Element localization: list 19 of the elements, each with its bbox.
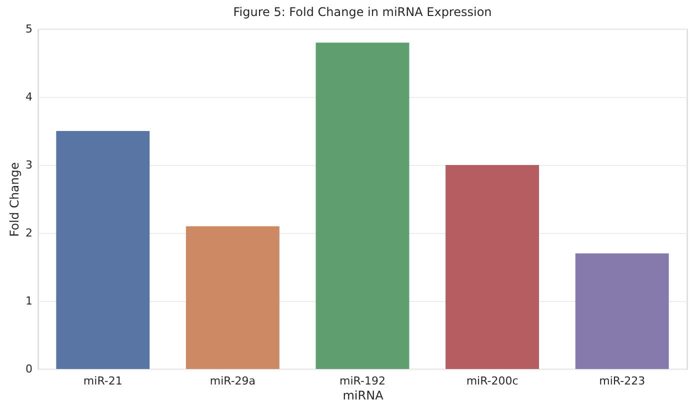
y-tick-label: 1 [26, 294, 32, 308]
bar [56, 131, 150, 369]
y-tick-label: 5 [26, 22, 32, 36]
y-tick-label: 3 [26, 158, 32, 172]
y-tick-label: 4 [26, 90, 32, 104]
y-axis-title: Fold Change [8, 162, 22, 237]
bar [575, 253, 669, 369]
x-tick-label: miR-223 [599, 374, 646, 388]
x-tick-label: miR-21 [83, 374, 122, 388]
chart-title: Figure 5: Fold Change in miRNA Expression [233, 5, 492, 19]
bar [186, 226, 280, 369]
y-tick-label: 0 [26, 362, 32, 376]
y-tick-label: 2 [26, 226, 32, 240]
x-tick-label: miR-192 [340, 374, 386, 388]
x-tick-label: miR-29a [210, 374, 256, 388]
bar [316, 42, 410, 369]
bar [446, 165, 540, 369]
x-axis-title: miRNA [342, 388, 384, 402]
x-tick-label: miR-200c [466, 374, 518, 388]
